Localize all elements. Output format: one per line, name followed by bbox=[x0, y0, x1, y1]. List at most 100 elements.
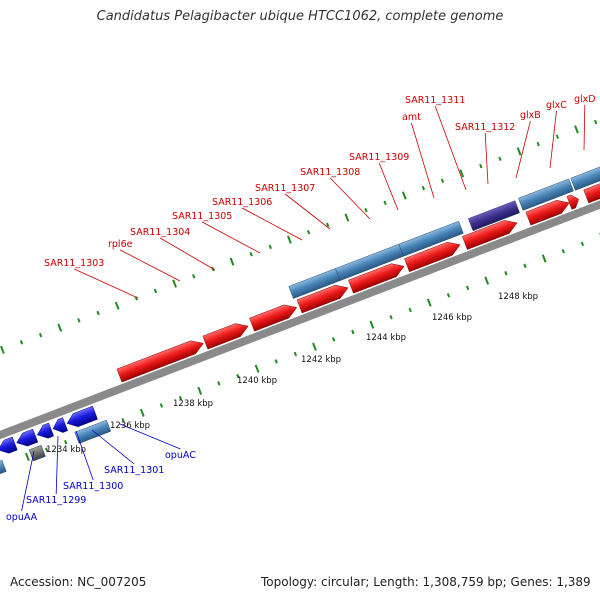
forward-cds-arrow bbox=[249, 304, 298, 332]
leader-line bbox=[201, 221, 261, 254]
gene-label: SAR11_1305 bbox=[172, 211, 232, 222]
reverse-tick-mark bbox=[293, 351, 298, 357]
gene-label: glxB bbox=[520, 110, 541, 121]
forward-cds-arrow bbox=[404, 241, 461, 272]
gene-label: glxD bbox=[574, 94, 596, 105]
length-value: 1,308,759 bp bbox=[422, 575, 503, 589]
gene-feature-bar bbox=[518, 178, 574, 211]
forward-cds-arrow bbox=[583, 181, 600, 204]
reverse-tick-mark bbox=[504, 270, 508, 276]
forward-tick-mark bbox=[401, 191, 407, 200]
gene-label: SAR11_1309 bbox=[349, 152, 409, 163]
reverse-cds-arrow bbox=[52, 417, 68, 433]
genome-backbone bbox=[0, 161, 600, 470]
leader-line bbox=[75, 430, 94, 481]
scale-label: 1246 kbp bbox=[432, 313, 472, 323]
reverse-tick-mark bbox=[465, 285, 470, 291]
reverse-tick-mark bbox=[121, 417, 125, 423]
reverse-tick-mark bbox=[426, 298, 432, 307]
gene-label: SAR11_1312 bbox=[455, 122, 515, 133]
scale-label: 1244 kbp bbox=[366, 333, 406, 343]
forward-cds-arrow bbox=[296, 284, 349, 314]
topology-value: circular bbox=[320, 575, 366, 589]
leader-line bbox=[378, 162, 399, 211]
scale-label: 1238 kbp bbox=[173, 399, 213, 409]
genome-summary: Topology: circular; Length: 1,308,759 bp… bbox=[261, 575, 591, 589]
reverse-tick-mark bbox=[64, 439, 68, 445]
forward-tick-mark bbox=[344, 213, 350, 222]
forward-cds-arrow bbox=[348, 263, 405, 294]
reverse-tick-mark bbox=[217, 381, 221, 386]
reverse-tick-mark bbox=[561, 248, 565, 254]
reverse-tick-mark bbox=[44, 447, 49, 452]
scale-label: 1236 kbp bbox=[110, 421, 150, 431]
genes-value: 1,389 bbox=[556, 575, 591, 589]
forward-tick-mark bbox=[326, 222, 330, 228]
scale-label: 1248 kbp bbox=[498, 292, 538, 302]
gene-label: opuAA bbox=[6, 512, 38, 523]
forward-tick-mark bbox=[440, 178, 445, 184]
leader-line bbox=[583, 104, 586, 151]
forward-tick-mark bbox=[479, 163, 483, 169]
forward-cds-arrow bbox=[525, 200, 570, 226]
forward-tick-mark bbox=[536, 141, 540, 147]
reverse-tick-mark bbox=[389, 315, 393, 320]
gene-label: SAR11_1307 bbox=[255, 183, 315, 194]
label-leaders bbox=[21, 104, 586, 512]
map-title: Candidatus Pelagibacter ubique HTCC1062,… bbox=[96, 9, 504, 24]
gene-feature-bar bbox=[570, 151, 600, 191]
labels: 1234 kbp 1236 kbp 1238 kbp 1240 kbp 1242 kbp… bbox=[6, 94, 596, 523]
accession-label: Accession: bbox=[10, 575, 74, 589]
forward-tick-mark bbox=[114, 301, 120, 310]
forward-tick-mark bbox=[555, 134, 560, 139]
gene-feature-bar bbox=[0, 459, 7, 494]
forward-tick-mark bbox=[574, 125, 579, 134]
leader-line bbox=[411, 122, 435, 199]
reverse-tick-mark bbox=[369, 320, 375, 329]
gene-label: glxC bbox=[546, 100, 567, 111]
forward-tick-mark bbox=[192, 274, 196, 279]
reverse-cds-arrow bbox=[16, 428, 39, 447]
forward-tick-mark bbox=[306, 229, 311, 235]
leader-line bbox=[159, 237, 216, 271]
reverse-tick-mark bbox=[25, 452, 30, 461]
reverse-tick-mark bbox=[197, 386, 203, 395]
gene-label: SAR11_1306 bbox=[212, 197, 272, 208]
leader-line bbox=[73, 268, 139, 299]
forward-tick-mark bbox=[19, 340, 24, 345]
length-label: Length: bbox=[373, 575, 419, 589]
gene-feature-bar bbox=[74, 419, 112, 444]
forward-tick-mark bbox=[77, 318, 81, 323]
leader-line bbox=[284, 193, 331, 230]
forward-cds-arrow bbox=[462, 220, 518, 250]
scale-label: 1234 kbp bbox=[46, 445, 86, 455]
leader-line bbox=[549, 110, 557, 169]
accession-value: NC_007205 bbox=[77, 575, 147, 589]
reverse-cds-arrow bbox=[0, 436, 18, 454]
forward-tick-mark bbox=[498, 156, 502, 162]
accession-info: Accession: NC_007205 bbox=[10, 575, 146, 589]
reverse-tick-mark bbox=[351, 329, 355, 335]
reverse-tick-mark bbox=[139, 408, 145, 417]
reverse-tick-mark bbox=[408, 307, 412, 313]
reverse-cds-arrow bbox=[66, 405, 98, 427]
reverse-tick-mark bbox=[312, 342, 317, 351]
leader-line bbox=[55, 435, 59, 495]
forward-tick-mark bbox=[153, 288, 158, 294]
forward-tick-mark bbox=[421, 185, 426, 191]
leader-line bbox=[21, 450, 35, 512]
scale-label: 1242 kbp bbox=[301, 355, 341, 365]
leader-line bbox=[241, 207, 303, 241]
reverse-tick-mark bbox=[484, 276, 490, 285]
reverse-tick-mark bbox=[178, 395, 183, 401]
leader-line bbox=[119, 423, 181, 450]
gene-label: SAR11_1303 bbox=[44, 258, 104, 269]
forward-tick-mark bbox=[516, 147, 522, 156]
forward-tick-mark bbox=[287, 235, 292, 244]
forward-tick-mark bbox=[249, 252, 253, 257]
gene-label: opuAC bbox=[165, 450, 196, 461]
topology-label: Topology: bbox=[261, 575, 318, 589]
forward-cds-arrow bbox=[116, 340, 204, 383]
reverse-tick-mark bbox=[541, 254, 547, 263]
